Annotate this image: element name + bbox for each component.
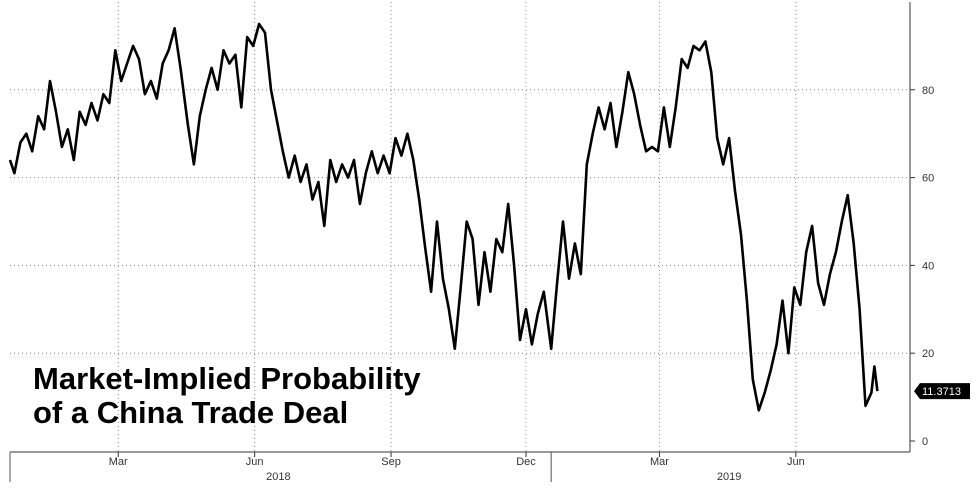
title-line-1: Market-Implied Probability: [33, 361, 421, 396]
last-value-badge-shape: [914, 383, 970, 400]
x-tick-label-0: Mar: [109, 456, 128, 468]
last-value-badge: 11.3713: [914, 383, 970, 400]
x-tick-label-3: Dec: [516, 456, 536, 468]
y-tick-label-40: 40: [922, 260, 934, 272]
series: [8, 22, 879, 412]
x-tick-label-4: Mar: [650, 456, 669, 468]
year-label-2018: 2018: [266, 471, 290, 483]
gridlines: [10, 2, 910, 452]
chart-title: Market-Implied Probability of a China Tr…: [33, 361, 421, 430]
last-value-label: 11.3713: [922, 386, 961, 398]
y-tick-label-80: 80: [922, 85, 934, 97]
x-tick-label-5: Jun: [787, 456, 805, 468]
y-tick-label-0: 0: [922, 436, 928, 448]
y-tick-label-20: 20: [922, 348, 934, 360]
title-line-2: of a China Trade Deal: [33, 395, 348, 430]
x-tick-label-2: Sep: [381, 456, 401, 468]
x-tick-label-1: Jun: [246, 456, 264, 468]
y-tick-label-60: 60: [922, 173, 934, 185]
series-line-0: [8, 22, 879, 412]
year-label-2019: 2019: [717, 471, 741, 483]
